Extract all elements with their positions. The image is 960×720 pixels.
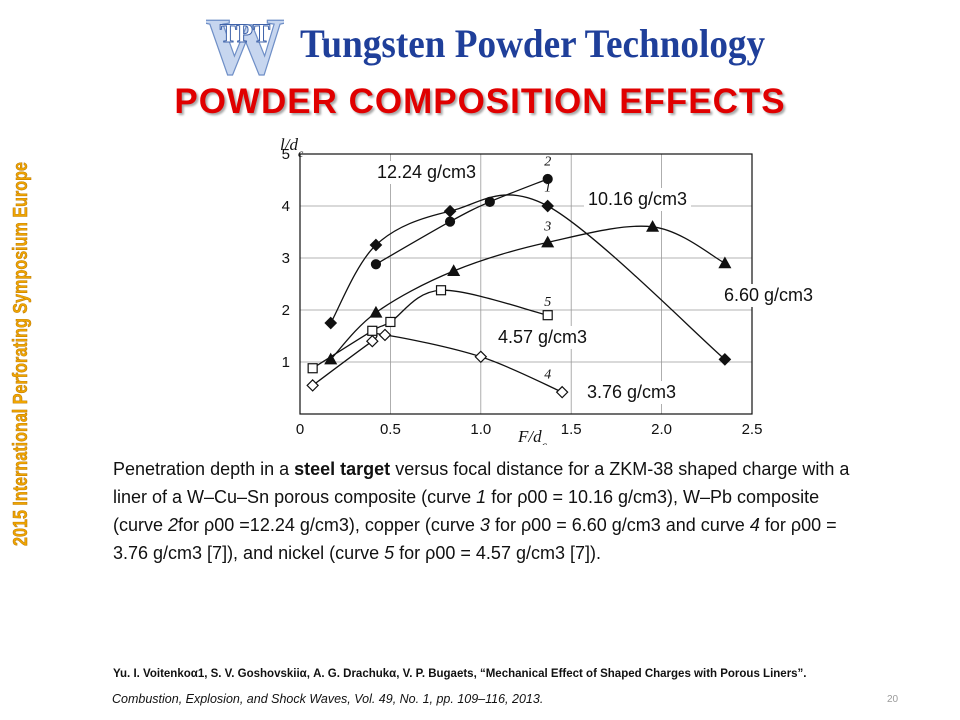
annotation-4-57: 4.57 g/cm3 [494, 326, 592, 349]
curve-1 [330, 194, 726, 360]
page-number: 20 [887, 694, 899, 705]
logo-wordmark: Tungsten Powder Technology [300, 21, 766, 66]
x-tick-label: 2.0 [651, 421, 672, 438]
series-labels: 1 2 3 4 5 [543, 154, 551, 382]
series-label-5: 5 [544, 295, 551, 310]
logo-mark-letter: W [206, 8, 284, 80]
side-banner: 2015 International Perforating Symposium… [10, 162, 33, 547]
point-s1-1 [369, 238, 383, 252]
chart-markers [306, 173, 732, 399]
point-s5-0 [307, 363, 318, 374]
point-s3-5 [718, 256, 732, 269]
annotation-12-24: 12.24 g/cm3 [373, 161, 481, 184]
point-s1-4 [718, 353, 732, 366]
y-tick-label: 1 [282, 354, 290, 371]
point-s5-2 [385, 316, 396, 328]
reference-journal: Combustion, Explosion, and Shock Waves, … [112, 692, 544, 706]
reference-authors: Yu. I. Voitenkoα1, S. V. Goshovskiiα, A.… [113, 668, 807, 680]
point-s2-1 [444, 216, 456, 227]
point-s3-3 [541, 235, 555, 248]
chart-ticks: 0 0.5 1.0 1.5 2.0 2.5 1 2 3 4 5 [282, 146, 763, 438]
point-s2-2 [484, 196, 495, 207]
point-s4-3 [474, 350, 488, 364]
point-s3-4 [646, 220, 660, 232]
point-s1-2 [443, 204, 457, 218]
point-s4-4 [555, 385, 569, 399]
point-s4-0 [306, 379, 320, 392]
x-tick-label: 1.5 [561, 421, 582, 438]
point-s5-3 [435, 285, 447, 296]
point-s1-0 [324, 316, 338, 330]
point-s4-1 [365, 334, 379, 348]
x-tick-label: 0.5 [380, 421, 401, 438]
page-title: POWDER COMPOSITION EFFECTS [174, 82, 786, 121]
x-tick-label: 2.5 [742, 421, 763, 438]
series-label-4: 4 [544, 368, 551, 383]
y-tick-label: 2 [282, 302, 290, 319]
x-tick-label: 1.0 [470, 421, 491, 438]
x-axis-label: F/dc [517, 427, 548, 445]
annotation-6-60: 6.60 g/cm3 [720, 284, 818, 307]
penetration-chart: 0 0.5 1.0 1.5 2.0 2.5 1 2 3 4 5 1 2 3 4 5 l/dc F/dc [280, 135, 763, 445]
y-tick-label: 3 [282, 250, 290, 267]
y-axis-label: l/dc [280, 135, 304, 160]
curve-2 [375, 178, 548, 265]
point-s1-3 [541, 199, 555, 213]
point-s3-1 [369, 305, 383, 318]
side-banner-text: 2015 International Perforating Symposium… [10, 162, 32, 546]
point-s5-4 [542, 310, 553, 321]
series-label-3: 3 [543, 219, 551, 234]
point-s4-2 [378, 328, 392, 342]
logo-mark-text: TPT [220, 19, 271, 48]
tpt-logo-mark: W TPT [206, 8, 284, 80]
annotation-3-76: 3.76 g/cm3 [583, 381, 681, 404]
series-label-1: 1 [544, 180, 551, 195]
x-tick-label: 0 [296, 421, 304, 438]
y-tick-label: 5 [282, 146, 290, 163]
point-s5-1 [367, 325, 378, 336]
point-s3-0 [324, 352, 338, 365]
annotation-10-16: 10.16 g/cm3 [584, 188, 692, 211]
series-label-2: 2 [544, 154, 551, 169]
figure-caption: Penetration depth in a steel target vers… [113, 459, 850, 563]
point-s2-3 [542, 173, 553, 185]
point-s3-2 [447, 264, 461, 276]
y-tick-label: 4 [282, 198, 290, 215]
point-s2-0 [370, 259, 382, 270]
